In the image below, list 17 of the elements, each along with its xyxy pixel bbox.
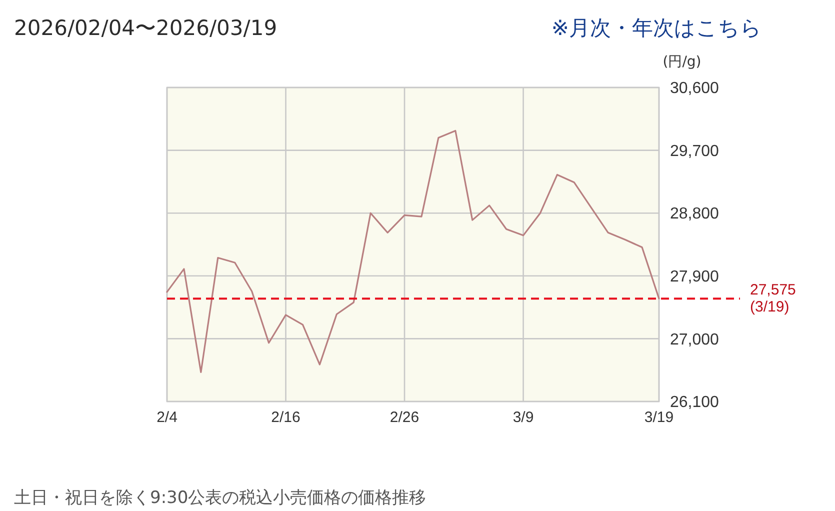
- y-tick-label: 27,000: [670, 331, 720, 348]
- x-tick-label: 2/16: [271, 409, 300, 426]
- y-tick-label: 26,100: [670, 394, 720, 412]
- y-tick-label: 30,600: [670, 80, 720, 98]
- x-tick-label: 2/26: [390, 409, 420, 426]
- y-tick-label: 29,700: [670, 142, 720, 160]
- line-series: [166, 130, 660, 373]
- text: ※月次・年次はこちら: [551, 16, 762, 40]
- x-tick-label: 2/4: [156, 409, 178, 426]
- x-tick-label: 3/9: [512, 409, 534, 426]
- y-axis-title: (円/g): [662, 54, 702, 70]
- chart-title: 2026/02/04〜2026/03/19: [14, 16, 278, 40]
- text: 土日・祝日を除く9:30公表の税込小売価格の価格推移: [14, 488, 426, 508]
- y-tick-label: 27,900: [670, 268, 720, 286]
- y-tick-label: 28,800: [670, 206, 720, 223]
- x-tick-label: 3/19: [644, 409, 674, 426]
- ref-line-label: 27,575 (3/19): [750, 282, 796, 316]
